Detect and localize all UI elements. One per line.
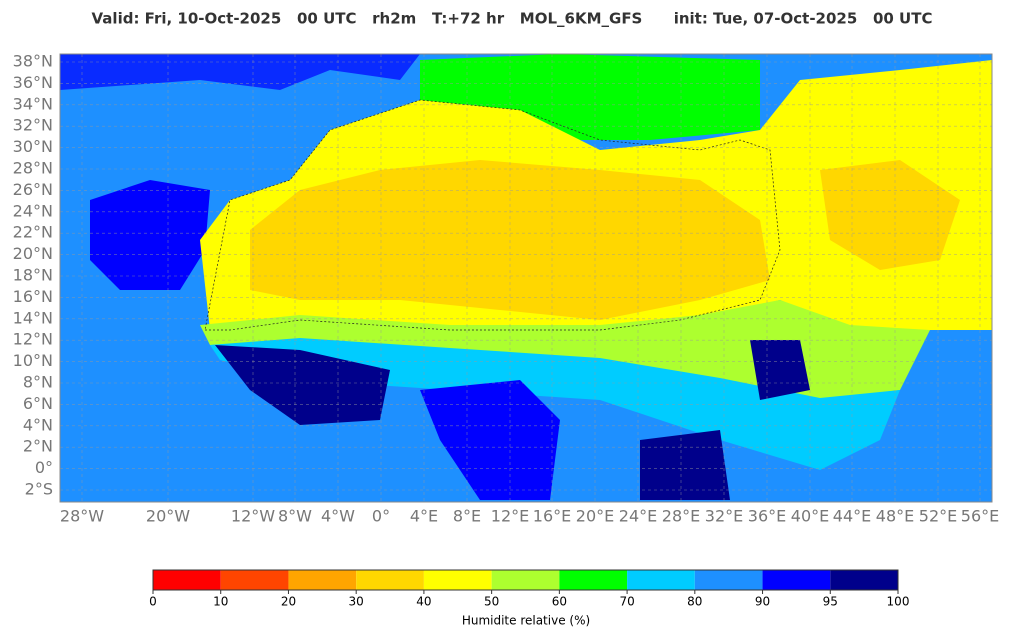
lat-label: 30°N [13,137,53,156]
lon-label: 28°W [60,507,104,526]
humid-patch [90,180,210,290]
frame [59,53,993,503]
lat-label: 16°N [13,287,53,306]
colorbar-tick-label: 30 [349,595,364,609]
lon-label: 4°E [410,507,438,526]
lat-label: 34°N [13,94,53,113]
lon-label: 44°E [833,507,871,526]
lon-label: 12°E [491,507,529,526]
lat-label: 20°N [13,244,53,263]
lon-label: 16°E [533,507,571,526]
lat-label: 36°N [13,73,53,92]
colorbar: Humidite relative (%) 0 10 20 30 40 50 60 70 80 9… [149,569,910,628]
colorbar-bin [491,570,560,590]
lat-label: 0° [35,458,53,477]
map [59,53,993,503]
lon-label: 20°E [576,507,614,526]
colorbar-tick-label: 40 [416,595,431,609]
colorbar-tick-label: 20 [281,595,296,609]
lat-label: 2°N [23,437,53,456]
lon-label: 24°E [619,507,657,526]
lon-label: 48°E [876,507,914,526]
lat-label: 14°N [13,308,53,327]
colorbar-tick-label: 70 [619,595,634,609]
humid-patch [60,54,420,90]
colorbar-bin [559,570,628,590]
title: Valid: Fri, 10-Oct-2025 00 UTC rh2m T:+7… [92,10,933,28]
lat-label: 32°N [13,116,53,135]
colorbar-tick-label: 95 [823,595,838,609]
lon-label: 32°E [705,507,743,526]
colorbar-frame [152,569,899,591]
lon-label: 56°E [961,507,999,526]
lat-label: 10°N [13,351,53,370]
lon-label: 8°W [278,507,312,526]
wet-area [750,340,810,400]
lat-label: 18°N [13,266,53,285]
coast [204,99,781,331]
lat-label: 38°N [13,52,53,71]
lon-label: 20°W [146,507,190,526]
colorbar-bin [830,570,898,590]
colorbar-bin [694,570,763,590]
colorbar-tick-label: 50 [484,595,499,609]
colorbar-tick-label: 80 [687,595,702,609]
colorbar-bin [288,570,357,590]
lon-label: 40°E [791,507,829,526]
colorbar-tick-label: 100 [887,595,910,609]
colorbar-bin [627,570,695,590]
lon-label: 12°W [231,507,275,526]
colorbar-bin [356,570,424,590]
lon-label: 52°E [919,507,957,526]
lat-label: 22°N [13,223,53,242]
colorbar-tick-label: 0 [149,595,157,609]
wet-area [420,380,560,500]
lon-label: 36°E [748,507,786,526]
lat-label: 2°S [25,480,53,499]
colorbar-bin [153,570,221,590]
lon-label: 8°E [453,507,481,526]
lon-label: 28°E [662,507,700,526]
wet-area [640,430,730,500]
lat-label: 12°N [13,330,53,349]
lon-label: 0° [372,507,390,526]
colorbar-bin [762,570,831,590]
colorbar-tick-label: 60 [552,595,567,609]
lat-label: 4°N [23,415,53,434]
colorbar-bin [220,570,289,590]
colorbar-label: Humidite relative (%) [462,614,590,628]
lat-label: 8°N [23,373,53,392]
semi-humid [200,300,930,400]
colorbar-bin [423,570,492,590]
lon-label: 4°W [321,507,355,526]
lat-label: 28°N [13,159,53,178]
colorbar-tick-label: 90 [755,595,770,609]
dry-core [820,160,960,270]
wet-area [215,345,390,425]
lat-label: 24°N [13,201,53,220]
lat-label: 6°N [23,394,53,413]
lat-label: 26°N [13,180,53,199]
colorbar-tick-label: 10 [213,595,228,609]
